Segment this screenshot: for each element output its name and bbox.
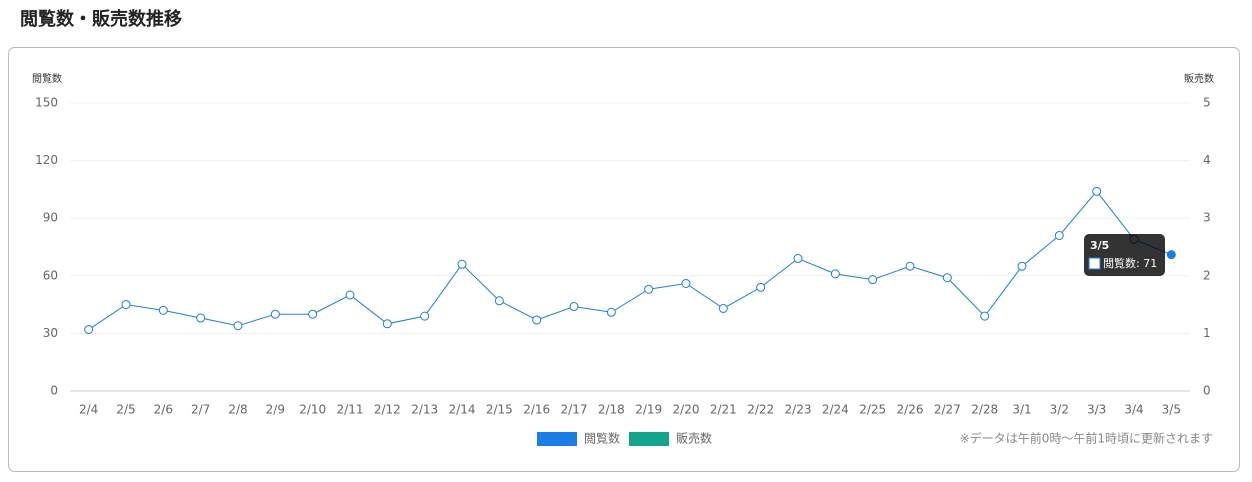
card: [8, 47, 1240, 472]
data-point: [494, 296, 504, 306]
y-axis-label: 閲覧数: [32, 72, 62, 85]
y2-tick-label: 3: [1203, 211, 1211, 225]
data-point: [830, 269, 840, 279]
data-point: [457, 259, 467, 269]
data-point: [345, 290, 355, 300]
legend-swatch: [629, 432, 669, 446]
data-point: [382, 319, 392, 329]
y-tick-label: 60: [43, 268, 58, 282]
data-point: [606, 307, 616, 317]
data-point: [158, 305, 168, 315]
tooltip-label: 閲覧数: 71: [1103, 256, 1157, 270]
y2-tick-label: 4: [1203, 153, 1211, 167]
x-tick-label: 2/6: [154, 403, 173, 417]
x-tick-label: 2/7: [191, 403, 210, 417]
x-tick-label: 2/8: [228, 403, 247, 417]
y-tick-label: 30: [43, 326, 58, 340]
data-point: [868, 275, 878, 285]
y2-tick-label: 5: [1203, 96, 1211, 110]
x-tick-label: 3/3: [1087, 403, 1106, 417]
legend-label: 閲覧数: [584, 431, 620, 446]
data-point: [1054, 230, 1064, 240]
tooltip: 3/5 閲覧数: 71: [1084, 234, 1165, 276]
x-tick-label: 3/1: [1012, 403, 1031, 417]
y2-axis-label: 販売数: [1184, 72, 1214, 85]
x-tick-label: 2/16: [523, 403, 550, 417]
data-point: [793, 254, 803, 264]
data-point: [121, 300, 131, 310]
data-point: [270, 309, 280, 319]
x-tick-label: 2/12: [374, 403, 401, 417]
y-tick-label: 90: [43, 211, 58, 225]
series-line: [88, 190, 1172, 330]
x-tick-label: 3/5: [1162, 403, 1181, 417]
data-point: [1166, 250, 1176, 260]
x-tick-label: 2/18: [598, 403, 625, 417]
data-point: [420, 311, 430, 321]
data-point: [308, 309, 318, 319]
x-tick-label: 2/22: [747, 403, 774, 417]
data-point: [980, 311, 990, 321]
y2-tick-label: 1: [1203, 326, 1211, 340]
x-tick-label: 2/26: [897, 403, 924, 417]
tooltip-swatch: [1088, 257, 1101, 270]
y2-tick-label: 0: [1203, 384, 1211, 398]
data-point: [569, 302, 579, 312]
data-point: [644, 284, 654, 294]
x-tick-label: 2/5: [116, 403, 135, 417]
data-point: [84, 325, 94, 335]
y-tick-label: 0: [50, 384, 58, 398]
y-tick-label: 150: [35, 96, 58, 110]
x-tick-label: 2/13: [411, 403, 438, 417]
x-tick-label: 2/27: [934, 403, 961, 417]
data-point: [196, 313, 206, 323]
data-point: [233, 321, 243, 331]
x-tick-label: 2/24: [822, 403, 849, 417]
legend-label: 販売数: [676, 431, 712, 446]
x-tick-label: 2/23: [785, 403, 812, 417]
x-tick-label: 2/19: [635, 403, 662, 417]
page-title: 閲覧数・販売数推移: [20, 8, 182, 30]
x-tick-label: 3/4: [1124, 403, 1143, 417]
data-point: [681, 278, 691, 288]
data-point: [532, 315, 542, 325]
data-point: [1092, 186, 1102, 196]
y2-tick-label: 2: [1203, 268, 1211, 282]
data-point: [905, 261, 915, 271]
data-point: [942, 273, 952, 283]
x-tick-label: 2/15: [486, 403, 513, 417]
legend-swatch: [537, 432, 577, 446]
x-tick-label: 2/17: [561, 403, 588, 417]
x-tick-label: 2/10: [299, 403, 326, 417]
x-tick-label: 2/11: [337, 403, 364, 417]
note: ※データは午前0時〜午前1時頃に更新されます: [960, 431, 1213, 446]
data-point: [1017, 261, 1027, 271]
data-point: [756, 282, 766, 292]
x-tick-label: 2/20: [673, 403, 700, 417]
data-point: [718, 303, 728, 313]
x-tick-label: 2/28: [971, 403, 998, 417]
x-tick-label: 3/2: [1050, 403, 1069, 417]
y-tick-label: 120: [35, 153, 58, 167]
x-tick-label: 2/21: [710, 403, 737, 417]
x-tick-label: 2/14: [449, 403, 476, 417]
tooltip-box: [1084, 234, 1165, 276]
tooltip-title: 3/5: [1090, 239, 1109, 252]
x-tick-label: 2/4: [79, 403, 98, 417]
x-tick-label: 2/25: [859, 403, 886, 417]
x-tick-label: 2/9: [266, 403, 285, 417]
